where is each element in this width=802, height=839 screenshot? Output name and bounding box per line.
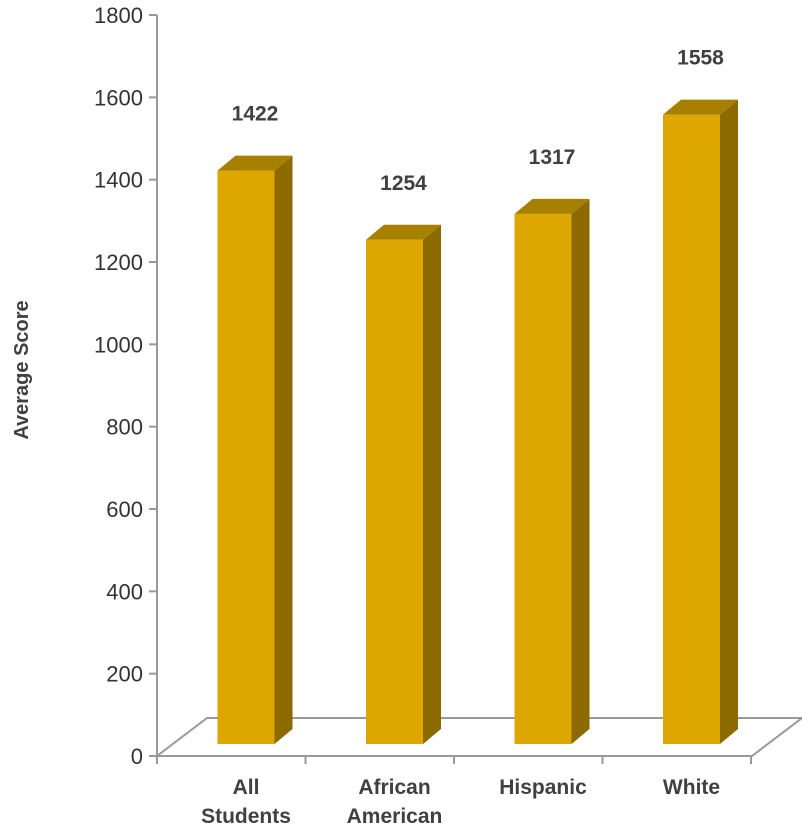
bar-top bbox=[663, 99, 738, 115]
y-tick-label: 1000 bbox=[94, 332, 143, 357]
bar-top bbox=[514, 198, 590, 214]
y-tick-label: 1200 bbox=[94, 250, 143, 275]
bars bbox=[217, 99, 738, 745]
category-label: White bbox=[663, 776, 720, 799]
y-tick-label: 1800 bbox=[94, 3, 143, 28]
bar-side bbox=[571, 198, 590, 744]
bar bbox=[217, 155, 293, 745]
data-label: 1558 bbox=[677, 47, 724, 70]
category-labels: All Students African American Hispanic White bbox=[201, 776, 720, 828]
y-tick-label: 1600 bbox=[94, 85, 143, 110]
bar-top bbox=[217, 155, 293, 171]
bar-top bbox=[366, 224, 441, 240]
bar-side bbox=[274, 155, 293, 745]
data-label: 1254 bbox=[380, 172, 427, 195]
y-tick-label: 800 bbox=[106, 415, 143, 440]
bar-front bbox=[663, 114, 720, 744]
y-tick-label: 200 bbox=[106, 662, 143, 687]
bar bbox=[514, 198, 590, 744]
bar bbox=[663, 99, 738, 744]
bar-front bbox=[514, 213, 572, 744]
bar-side bbox=[423, 224, 441, 744]
bar-front bbox=[217, 170, 275, 745]
data-label: 1422 bbox=[232, 103, 279, 126]
y-axis: 0 200 400 600 800 1000 1200 1400 1600 1800 bbox=[94, 3, 752, 769]
bar-side bbox=[720, 99, 738, 744]
y-tick-label: 1400 bbox=[94, 168, 143, 193]
category-label: Hispanic bbox=[499, 776, 587, 799]
y-tick-label: 0 bbox=[131, 744, 143, 769]
y-axis-title: Average Score bbox=[11, 300, 33, 439]
category-label: African American bbox=[347, 776, 443, 828]
data-label: 1317 bbox=[529, 146, 576, 169]
y-tick-label: 400 bbox=[106, 579, 143, 604]
bar-front bbox=[366, 239, 423, 744]
bar bbox=[366, 224, 441, 744]
data-labels: 1422 1254 1317 1558 bbox=[232, 47, 725, 195]
category-label: All Students bbox=[201, 776, 291, 828]
y-tick-label: 600 bbox=[106, 497, 143, 522]
